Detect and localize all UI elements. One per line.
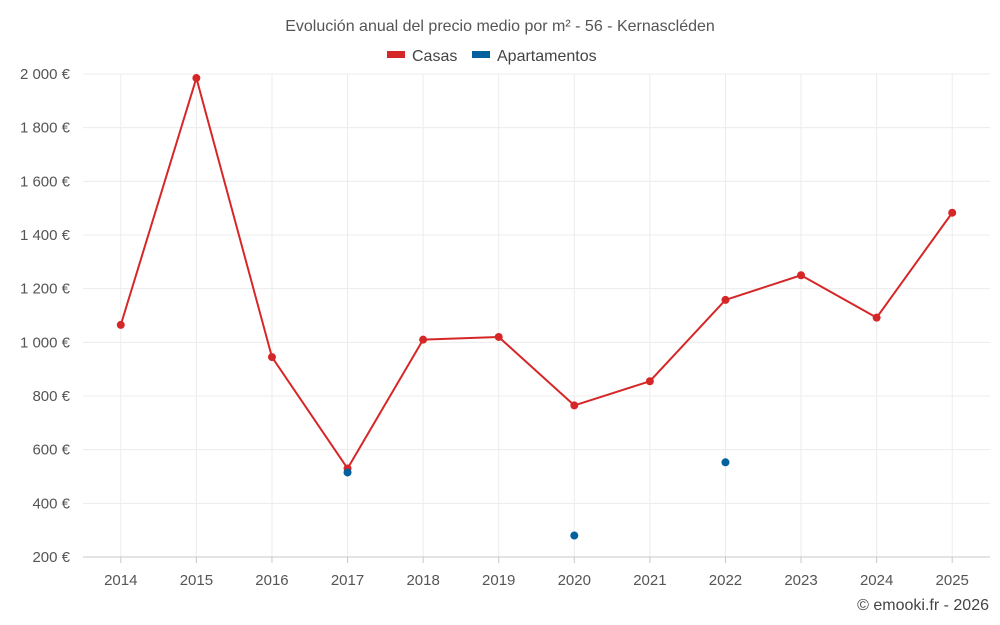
x-tick-label: 2021 xyxy=(633,572,666,589)
x-tick-label: 2019 xyxy=(482,572,515,589)
data-point-apartamentos-2022[interactable] xyxy=(721,458,730,467)
legend-swatch-casas xyxy=(387,51,405,58)
data-point-casas-2024[interactable] xyxy=(872,313,881,322)
y-tick-label: 1 600 € xyxy=(20,173,71,190)
chart-title: Evolución anual del precio medio por m² … xyxy=(285,18,715,35)
axes xyxy=(83,556,990,563)
legend-swatch-apartamentos xyxy=(472,51,490,58)
x-axis-ticks: 2014 2015 2016 2017 2018 2019 2020 2021 2022 2023… xyxy=(104,572,969,589)
x-tick-label: 2023 xyxy=(784,572,817,589)
y-tick-label: 2 000 € xyxy=(20,66,71,83)
x-tick-label: 2022 xyxy=(709,572,742,589)
x-tick-label: 2018 xyxy=(406,572,439,589)
y-tick-label: 1 400 € xyxy=(20,227,71,244)
legend-item-apartamentos[interactable]: Apartamentos xyxy=(472,48,597,65)
legend-item-casas[interactable]: Casas xyxy=(387,48,457,65)
x-tick-label: 2014 xyxy=(104,572,137,589)
x-tick-label: 2020 xyxy=(558,572,591,589)
y-tick-label: 800 € xyxy=(32,388,70,405)
x-tick-label: 2016 xyxy=(255,572,288,589)
legend: Casas Apartamentos xyxy=(387,48,597,65)
y-tick-label: 1 800 € xyxy=(20,120,71,137)
data-point-casas-2014[interactable] xyxy=(116,320,125,329)
series-line-casas xyxy=(119,77,954,470)
series-apartamentos xyxy=(343,458,730,540)
x-tick-label: 2025 xyxy=(936,572,969,589)
data-point-apartamentos-2017[interactable] xyxy=(343,468,352,477)
x-tick-label: 2017 xyxy=(331,572,364,589)
data-point-casas-2018[interactable] xyxy=(419,335,428,344)
y-tick-label: 1 000 € xyxy=(20,334,71,351)
y-tick-label: 400 € xyxy=(32,495,70,512)
data-point-casas-2020[interactable] xyxy=(570,401,579,410)
data-point-casas-2019[interactable] xyxy=(494,332,503,341)
legend-label-casas: Casas xyxy=(412,48,457,65)
data-point-casas-2016[interactable] xyxy=(267,353,276,362)
y-tick-label: 200 € xyxy=(32,549,70,566)
series xyxy=(116,74,957,540)
series-casas xyxy=(116,74,957,473)
y-axis-ticks: 200 € 400 € 600 € 800 € 1 000 € 1 200 € 1 400 … xyxy=(20,66,71,566)
x-tick-label: 2024 xyxy=(860,572,893,589)
data-point-casas-2023[interactable] xyxy=(797,271,806,280)
y-tick-label: 600 € xyxy=(32,442,70,459)
x-tick-label: 2015 xyxy=(180,572,213,589)
credit-text: © emooki.fr - 2026 xyxy=(857,597,989,614)
data-point-casas-2022[interactable] xyxy=(721,295,730,304)
data-point-apartamentos-2020[interactable] xyxy=(570,531,579,540)
data-point-casas-2025[interactable] xyxy=(948,208,957,217)
data-point-casas-2015[interactable] xyxy=(192,74,201,83)
grid xyxy=(83,73,990,557)
y-tick-label: 1 200 € xyxy=(20,281,71,298)
legend-label-apartamentos: Apartamentos xyxy=(497,48,597,65)
data-point-casas-2021[interactable] xyxy=(645,377,654,386)
